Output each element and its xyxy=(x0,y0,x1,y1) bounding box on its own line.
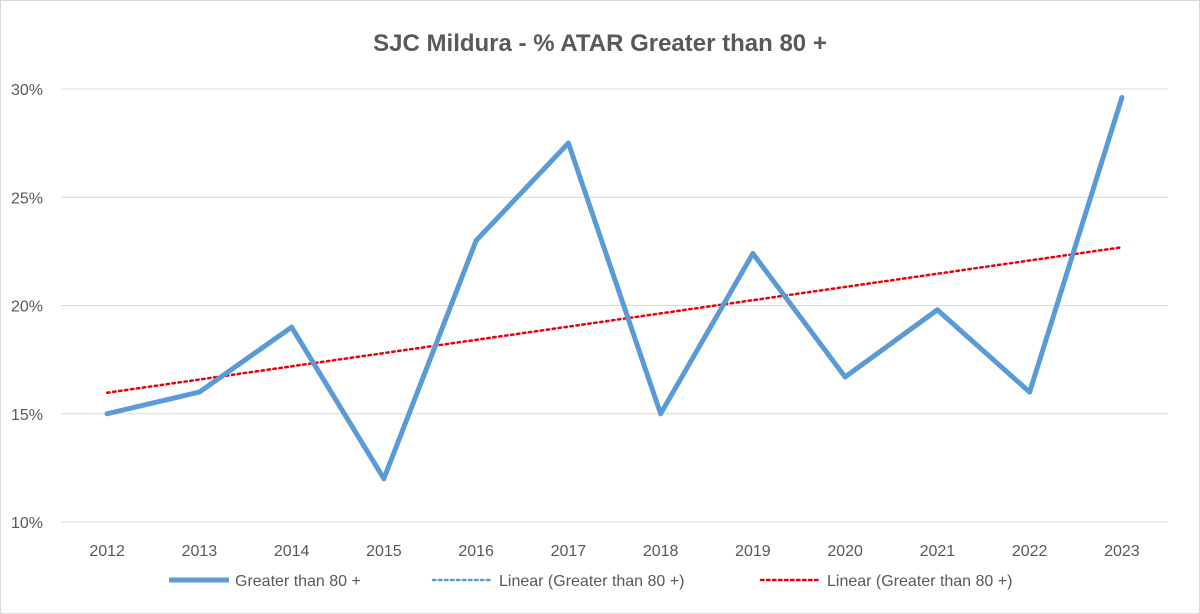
chart-title: SJC Mildura - % ATAR Greater than 80 + xyxy=(373,30,827,57)
x-tick-label: 2020 xyxy=(827,543,863,560)
data-point xyxy=(934,307,940,313)
x-tick-label: 2014 xyxy=(274,543,310,560)
x-tick-label: 2023 xyxy=(1104,543,1140,560)
legend: Greater than 80 + Linear (Greater than 80… xyxy=(169,573,1012,590)
data-point xyxy=(289,324,295,330)
data-point xyxy=(565,140,571,146)
y-tick-label: 25% xyxy=(11,190,43,207)
y-tick-label: 15% xyxy=(11,407,43,424)
legend-label: Greater than 80 + xyxy=(235,573,361,590)
trendline xyxy=(105,246,1124,394)
x-axis-ticks: 2012 2013 2014 2015 2016 2017 2018 2019 2020 2021… xyxy=(89,543,1139,560)
legend-item: Linear (Greater than 80 +) xyxy=(431,573,684,590)
data-point xyxy=(196,389,202,395)
y-tick-label: 20% xyxy=(11,299,43,316)
data-point xyxy=(473,238,479,244)
y-tick-label: 30% xyxy=(11,82,43,99)
data-point xyxy=(381,476,387,482)
x-tick-label: 2019 xyxy=(735,543,771,560)
data-point xyxy=(1119,95,1125,101)
trendline-layer xyxy=(105,246,1124,394)
gridlines xyxy=(61,88,1168,523)
x-tick-label: 2012 xyxy=(89,543,125,560)
x-tick-label: 2013 xyxy=(182,543,218,560)
y-axis-ticks: 10% 15% 20% 25% 30% xyxy=(11,82,43,532)
data-point xyxy=(750,251,756,257)
data-point xyxy=(1027,389,1033,395)
series-line xyxy=(104,95,1125,482)
x-tick-label: 2022 xyxy=(1012,543,1048,560)
x-tick-label: 2015 xyxy=(366,543,402,560)
x-tick-label: 2018 xyxy=(643,543,679,560)
data-point xyxy=(104,411,110,417)
data-point xyxy=(658,411,664,417)
y-tick-label: 10% xyxy=(11,515,43,532)
legend-label: Linear (Greater than 80 +) xyxy=(827,573,1012,590)
x-tick-label: 2016 xyxy=(458,543,494,560)
x-tick-label: 2021 xyxy=(920,543,956,560)
legend-item: Linear (Greater than 80 +) xyxy=(759,573,1012,590)
series-layer xyxy=(104,95,1125,482)
legend-item: Greater than 80 + xyxy=(169,573,361,590)
legend-label: Linear (Greater than 80 +) xyxy=(499,573,684,590)
x-tick-label: 2017 xyxy=(551,543,587,560)
data-point xyxy=(842,374,848,380)
